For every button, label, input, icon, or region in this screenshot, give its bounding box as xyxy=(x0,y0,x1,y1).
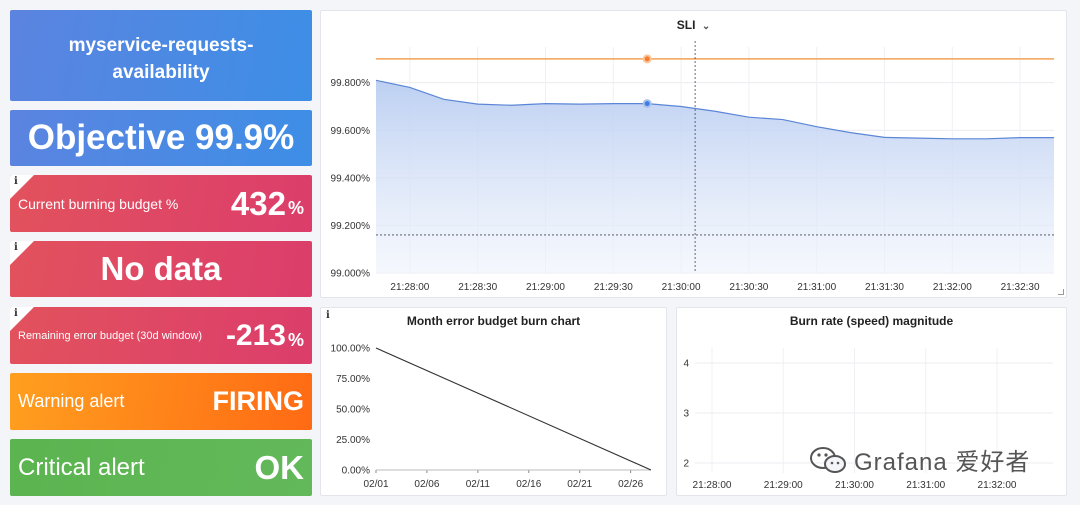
info-icon[interactable]: i xyxy=(14,242,18,253)
sli-panel-header[interactable]: SLI ⌄ xyxy=(321,18,1066,32)
critical-alert-status: OK xyxy=(254,448,305,486)
no-data-text: No data xyxy=(100,250,222,287)
warning-alert-status: FIRING xyxy=(212,386,305,416)
no-data-tile[interactable]: i No data xyxy=(10,241,312,297)
burn-rate-chart[interactable]: 2 3 4 21:28:00 21:29:00 21:30:00 21:31:00 21:32… xyxy=(677,308,1068,497)
sli-y-tick-label: 99.000% xyxy=(331,269,371,280)
hover-point-sli xyxy=(642,99,652,109)
watermark: Grafana 爱好者 xyxy=(808,442,1030,477)
rate-y-tick-label: 4 xyxy=(683,359,689,370)
burning-budget-label: Current burning budget % xyxy=(18,195,179,212)
info-icon[interactable]: i xyxy=(14,308,18,319)
rate-x-tick-label: 21:31:00 xyxy=(906,480,945,491)
info-icon[interactable]: i xyxy=(14,176,18,187)
remaining-budget-label: Remaining error budget (30d window) xyxy=(18,329,203,342)
resize-handle[interactable] xyxy=(1058,289,1064,295)
sli-y-tick-label: 99.800% xyxy=(331,78,371,89)
objective-value: Objective 99.9% xyxy=(27,118,295,157)
sli-x-tick-label: 21:31:00 xyxy=(797,282,836,293)
info-corner xyxy=(10,307,34,331)
burn-x-tick-label: 02/06 xyxy=(414,479,439,490)
remaining-budget-tile[interactable]: i Remaining error budget (30d window) -2… xyxy=(10,307,312,364)
sli-x-tick-label: 21:32:30 xyxy=(1001,282,1040,293)
burn-rate-panel[interactable]: Burn rate (speed) magnitude 2 3 4 21:28:00 2… xyxy=(676,307,1067,496)
burn-x-tick-label: 02/21 xyxy=(567,479,592,490)
service-name-tile[interactable]: myservice-requests-availability xyxy=(10,10,312,101)
burn-y-tick-label: 100.00% xyxy=(331,344,371,355)
burn-y-tick-label: 0.00% xyxy=(342,466,370,477)
burn-x-tick-label: 02/11 xyxy=(466,479,491,490)
rate-y-tick-label: 2 xyxy=(683,459,689,470)
info-corner xyxy=(10,175,34,199)
burning-budget-unit: % xyxy=(287,198,304,218)
objective-tile[interactable]: Objective 99.9% xyxy=(10,110,312,166)
sli-x-tick-label: 21:29:00 xyxy=(526,282,565,293)
service-name: myservice-requests-availability xyxy=(68,35,254,83)
warning-alert-label: Warning alert xyxy=(18,391,125,411)
critical-alert-label: Critical alert xyxy=(18,453,145,481)
burn-rate-title: Burn rate (speed) magnitude xyxy=(789,314,954,328)
burn-y-tick-label: 50.00% xyxy=(336,405,370,416)
burn-chart-title: Month error budget burn chart xyxy=(406,314,581,328)
sli-x-tick-label: 21:28:30 xyxy=(458,282,497,293)
burn-chart-panel[interactable]: i Month error budget burn chart 0.00% 25.… xyxy=(320,307,667,496)
sli-x-tick-label: 21:29:30 xyxy=(594,282,633,293)
sli-y-tick-label: 99.200% xyxy=(331,221,371,232)
info-icon[interactable]: i xyxy=(326,310,330,321)
remaining-budget-unit: % xyxy=(287,330,304,350)
watermark-text: Grafana 爱好者 xyxy=(854,449,1031,476)
sli-x-tick-label: 21:31:30 xyxy=(865,282,904,293)
burn-series-line xyxy=(375,347,652,471)
burning-budget-number: 432 xyxy=(230,184,286,222)
remaining-budget-number: -213 xyxy=(225,318,286,352)
sli-x-tick-label: 21:30:00 xyxy=(662,282,701,293)
rate-x-tick-label: 21:29:00 xyxy=(764,480,803,491)
sli-x-tick-label: 21:30:30 xyxy=(729,282,768,293)
hover-point-objective xyxy=(642,54,652,64)
sli-y-tick-label: 99.600% xyxy=(331,126,371,137)
rate-x-tick-label: 21:28:00 xyxy=(693,480,732,491)
rate-y-tick-label: 3 xyxy=(683,409,689,420)
burning-budget-value: 432% xyxy=(231,175,304,232)
burn-x-tick-label: 02/01 xyxy=(363,479,388,490)
warning-alert-tile[interactable]: Warning alert FIRING xyxy=(10,373,312,430)
burn-chart[interactable]: 0.00% 25.00% 50.00% 75.00% 100.00% 02/01 02/06… xyxy=(321,308,668,497)
remaining-budget-value: -213% xyxy=(226,307,304,364)
burning-budget-tile[interactable]: i Current burning budget % 432% xyxy=(10,175,312,232)
info-corner xyxy=(10,241,34,265)
sli-panel-title: SLI xyxy=(676,18,696,32)
sli-series-line xyxy=(375,79,1054,140)
sli-panel[interactable]: SLI ⌄ 99.000% 99.200% 99.400% 99.600% 99.800… xyxy=(320,10,1067,298)
burn-x-tick-label: 02/16 xyxy=(516,479,541,490)
burn-y-tick-label: 75.00% xyxy=(336,374,370,385)
sli-y-tick-label: 99.400% xyxy=(331,173,371,184)
sli-x-tick-label: 21:28:00 xyxy=(390,282,429,293)
wechat-icon xyxy=(810,446,846,473)
rate-x-tick-label: 21:32:00 xyxy=(978,480,1017,491)
sli-chart[interactable]: 99.000% 99.200% 99.400% 99.600% 99.800% 21:28… xyxy=(321,11,1068,299)
sli-area xyxy=(376,80,1054,273)
sli-x-tick-label: 21:32:00 xyxy=(933,282,972,293)
rate-x-tick-label: 21:30:00 xyxy=(835,480,874,491)
burn-y-tick-label: 25.00% xyxy=(336,435,370,446)
burn-x-tick-label: 02/26 xyxy=(618,479,643,490)
chevron-down-icon[interactable]: ⌄ xyxy=(701,21,711,32)
critical-alert-tile[interactable]: Critical alert OK xyxy=(10,439,312,496)
